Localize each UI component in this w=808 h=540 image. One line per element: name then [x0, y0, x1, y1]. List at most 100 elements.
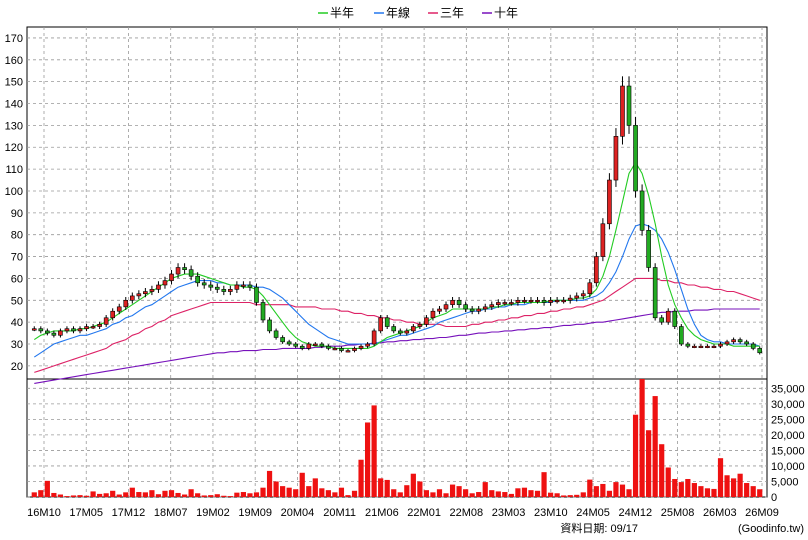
volume-bar — [227, 496, 233, 497]
candle-body — [110, 310, 115, 319]
candle-body — [626, 85, 632, 126]
candle-body — [391, 326, 397, 332]
volume-bar — [528, 490, 534, 497]
volume-bar — [619, 484, 626, 497]
candle-body — [665, 310, 671, 323]
candle-body — [162, 280, 168, 286]
volume-bar — [345, 495, 351, 497]
candle-body — [711, 345, 717, 349]
candle-body — [672, 310, 678, 327]
volume-bar — [698, 486, 704, 497]
price-tick-label: 130 — [5, 120, 23, 132]
volume-bar — [142, 492, 148, 497]
candle-body — [522, 299, 527, 303]
candle-body — [430, 310, 436, 319]
candle-body — [332, 348, 338, 351]
candle-body — [463, 304, 468, 310]
price-tick-label: 70 — [11, 252, 23, 264]
candle-body — [51, 332, 57, 336]
volume-bar — [691, 483, 697, 497]
volume-bar — [711, 488, 717, 497]
candle-body — [384, 317, 390, 327]
candle-body — [365, 343, 370, 347]
candle-body — [280, 337, 285, 343]
x-tick-label: 17M12 — [112, 507, 146, 519]
volume-bar — [64, 496, 70, 497]
legend-label-0: 半年 — [330, 6, 354, 20]
volume-bar — [83, 495, 90, 497]
volume-bar — [319, 488, 325, 497]
x-tick-label: 23M03 — [492, 507, 526, 519]
volume-bar — [129, 487, 135, 497]
volume-bar — [449, 484, 456, 497]
volume-bar — [38, 490, 44, 497]
footer-source: (Goodinfo.tw) — [738, 523, 804, 535]
price-tick-label: 140 — [5, 99, 23, 111]
candle-body — [345, 350, 351, 353]
volume-bar — [116, 494, 122, 497]
candle-body — [489, 304, 495, 308]
volume-bar — [364, 422, 371, 497]
candle-body — [679, 326, 684, 345]
volume-bar — [31, 492, 37, 497]
ma-line-sma_year — [33, 223, 760, 358]
volume-bar — [97, 493, 103, 497]
price-tick-label: 120 — [5, 142, 23, 154]
volume-bar — [508, 493, 514, 497]
candle-body — [404, 330, 410, 334]
candle-body — [130, 295, 135, 301]
candle-body — [541, 299, 547, 303]
candle-body — [535, 299, 540, 303]
candle-body — [136, 293, 142, 297]
price-tick-label: 90 — [11, 208, 23, 220]
volume-bar — [253, 492, 260, 497]
volume-bar — [717, 458, 724, 497]
candle-body — [149, 289, 155, 292]
candle-body — [646, 230, 651, 268]
price-tick-label: 110 — [5, 164, 23, 176]
volume-bar — [587, 479, 593, 497]
candle-body — [424, 317, 429, 325]
volume-bar — [606, 490, 613, 497]
candle-body — [515, 299, 521, 303]
volume-bar — [547, 492, 554, 497]
legend-label-3: 十年 — [494, 6, 518, 20]
volume-tick-label: 5,000 — [771, 476, 799, 488]
volume-bar — [168, 490, 175, 497]
volume-bar — [247, 493, 253, 497]
volume-bar — [430, 492, 436, 497]
volume-bar — [593, 486, 599, 497]
volume-tick-label: 15,000 — [771, 445, 805, 457]
candle-body — [554, 299, 560, 303]
candle-body — [31, 328, 37, 331]
price-gridlines — [27, 27, 767, 497]
volume-bar — [561, 495, 567, 497]
volume-bar — [77, 495, 83, 497]
volume-bars — [31, 379, 763, 497]
x-tick-label: 23M10 — [534, 507, 568, 519]
volume-bar — [541, 472, 547, 497]
candle-body — [123, 299, 129, 308]
candle-body — [234, 284, 240, 290]
volume-tick-label: 10,000 — [771, 461, 805, 473]
volume-bar — [103, 493, 109, 497]
volume-bar — [338, 487, 345, 497]
price-tick-label: 100 — [5, 186, 23, 198]
volume-bar — [312, 478, 318, 497]
x-tick-label: 20M11 — [323, 507, 356, 519]
candle-body — [574, 295, 580, 299]
candle-body — [659, 317, 664, 323]
volume-bar — [626, 489, 632, 497]
volume-bar — [351, 490, 358, 497]
ma-line-sma_three_year — [34, 277, 760, 373]
x-tick-label: 25M08 — [661, 507, 695, 519]
volume-bar — [306, 486, 312, 497]
volume-bar — [613, 482, 619, 497]
candle-body — [620, 85, 625, 137]
candle-body — [228, 289, 233, 292]
volume-bar — [70, 495, 77, 497]
candle-body — [352, 348, 357, 351]
candle-body — [326, 345, 331, 349]
candle-body — [639, 190, 645, 231]
